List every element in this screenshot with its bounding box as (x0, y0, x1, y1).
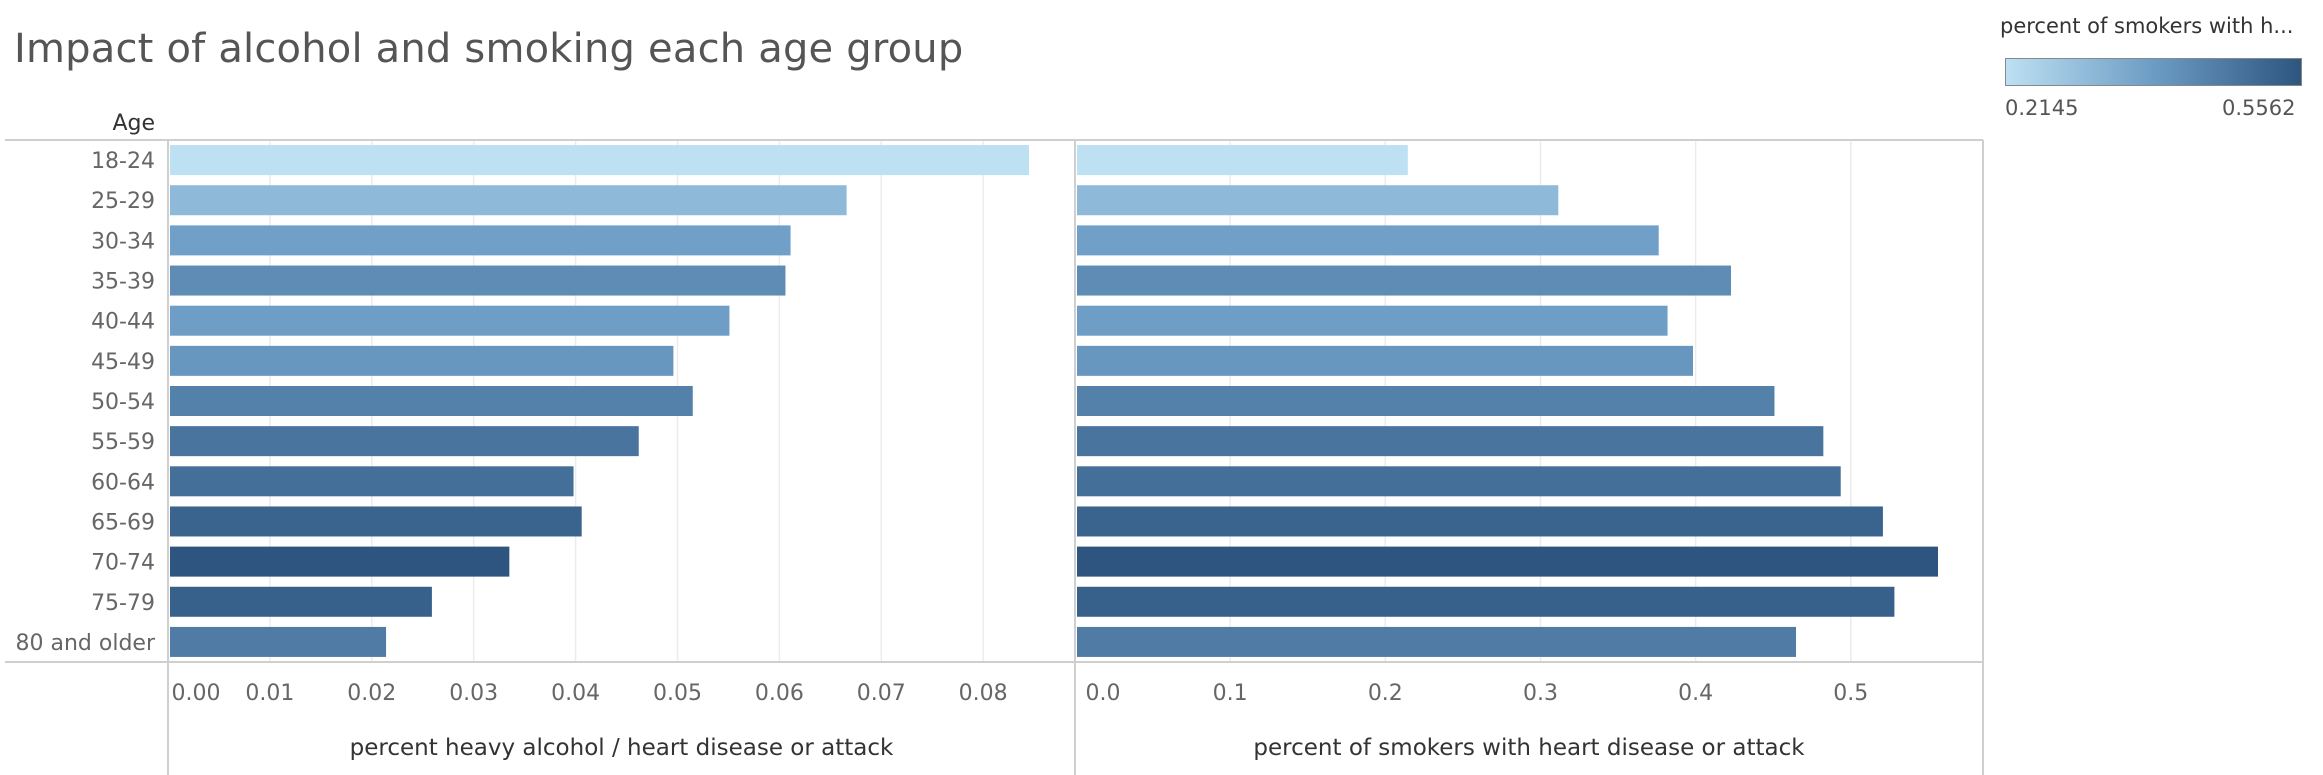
x-tick-label: 0.03 (449, 681, 498, 706)
bar[interactable] (1077, 225, 1659, 256)
bar[interactable] (170, 345, 674, 376)
x-tick-label: 0.06 (755, 681, 804, 706)
row-label: 50-54 (91, 390, 155, 415)
x-tick-label: 0.3 (1523, 681, 1558, 706)
bar[interactable] (1077, 265, 1732, 296)
x-tick-label: 0.01 (245, 681, 294, 706)
x-tick-label: 0.4 (1678, 681, 1713, 706)
x-tick-label: 0.04 (551, 681, 600, 706)
bar[interactable] (1077, 546, 1938, 577)
x-tick-label: 0.05 (653, 681, 702, 706)
bar[interactable] (170, 506, 582, 537)
row-header-age: Age (112, 111, 155, 136)
legend-title[interactable]: percent of smokers with h... (2000, 14, 2294, 38)
bar[interactable] (1077, 145, 1408, 176)
bar[interactable] (1077, 386, 1775, 416)
bar[interactable] (1077, 586, 1895, 617)
x-axis-title: percent of smokers with heart disease or… (1253, 735, 1805, 761)
bar[interactable] (170, 586, 432, 617)
bar[interactable] (1077, 426, 1824, 457)
bar[interactable] (170, 386, 693, 416)
bar[interactable] (170, 145, 1029, 176)
row-label: 60-64 (91, 470, 155, 495)
x-tick-label: 0.5 (1833, 681, 1868, 706)
bar[interactable] (1077, 305, 1668, 336)
bar[interactable] (170, 185, 847, 216)
row-label: 25-29 (91, 189, 155, 214)
bar[interactable] (1077, 506, 1883, 537)
legend-color-ramp (2005, 58, 2302, 86)
x-tick-label: 0.1 (1213, 681, 1248, 706)
bar[interactable] (1077, 466, 1841, 497)
bar[interactable] (170, 305, 730, 336)
x-tick-label: 0.07 (857, 681, 906, 706)
bar[interactable] (1077, 345, 1694, 376)
axis-layer: 0.00 0.01 0.02 0.03 0.04 0.05 0.06 0.07 0.08 perc… (172, 681, 1869, 761)
bar[interactable] (1077, 626, 1797, 657)
legend-max-label: 0.5562 (2222, 96, 2296, 120)
x-tick-label: 0.08 (959, 681, 1008, 706)
frame-layer (5, 139, 1984, 775)
bars-layer (170, 145, 1938, 657)
bar[interactable] (170, 466, 574, 497)
row-label: 65-69 (91, 510, 155, 535)
row-label: 45-49 (91, 350, 155, 375)
x-tick-label: 0.00 (172, 681, 221, 706)
bar[interactable] (170, 265, 786, 296)
bar[interactable] (170, 426, 639, 457)
row-label: 75-79 (91, 591, 155, 616)
bar[interactable] (170, 546, 510, 577)
x-tick-label: 0.02 (347, 681, 396, 706)
legend-min-label: 0.2145 (2005, 96, 2079, 120)
row-label: 30-34 (91, 229, 155, 254)
row-labels: 18-24 25-29 30-34 35-39 40-44 45-49 50-54 55-59… (16, 149, 156, 656)
bar[interactable] (170, 225, 791, 256)
row-label: 70-74 (91, 551, 155, 576)
x-axis-title: percent heavy alcohol / heart disease or… (350, 735, 894, 761)
chart-title: Impact of alcohol and smoking each age g… (14, 26, 964, 72)
x-tick-label: 0.0 (1086, 681, 1121, 706)
row-label: 40-44 (91, 310, 155, 335)
row-label: 18-24 (91, 149, 155, 174)
bar[interactable] (1077, 185, 1559, 216)
row-label: 80 and older (16, 631, 156, 656)
row-label: 35-39 (91, 270, 155, 295)
bar[interactable] (170, 626, 387, 657)
row-label: 55-59 (91, 430, 155, 455)
x-tick-label: 0.2 (1368, 681, 1403, 706)
